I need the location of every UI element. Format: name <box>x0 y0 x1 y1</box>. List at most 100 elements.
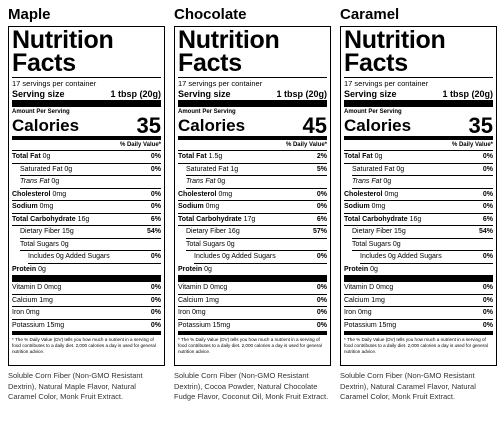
nutrient-name: Total Sugars <box>352 240 391 248</box>
nutrient-name: Potassium <box>344 321 377 329</box>
nutrient-name: Protein <box>344 265 369 273</box>
nutrient-row: Cholesterol 0mg 0% <box>178 189 327 201</box>
nutrient: Total Carbohydrate 16g <box>344 214 421 226</box>
nutrient-name: Cholesterol <box>178 190 217 198</box>
nutrition-label: Nutrition Facts 17 servings per container… <box>174 26 331 366</box>
nutrient-row: Total Carbohydrate 16g 6% <box>12 214 161 226</box>
daily-value: 6% <box>482 215 493 223</box>
nutrient-name: Saturated Fat <box>186 165 229 173</box>
nutrient-amount: 0mg <box>384 190 399 198</box>
nutrient-name: Potassium <box>178 321 211 329</box>
nutrient-row: Protein 0g <box>178 264 327 282</box>
nutrient: Calcium 1mg <box>178 295 219 307</box>
nutrient-name: Trans Fat <box>186 178 216 185</box>
nutrient-row: Total Sugars 0g <box>186 239 327 251</box>
nutrient-row: Calcium 1mg 0% <box>178 295 327 307</box>
nutrient-amount: 16g <box>228 228 240 235</box>
nutrient-amount: 0g <box>60 240 69 248</box>
nutrient-row: Trans Fat 0g <box>186 176 327 189</box>
daily-value: 0% <box>316 296 327 304</box>
nutrient-row: Total Carbohydrate 16g 6% <box>344 214 493 226</box>
nutrient-name: Dietary Fiber <box>352 228 393 235</box>
flavor-name: Caramel <box>340 6 400 23</box>
nutrient-row: Sodium 0mg 0% <box>12 201 161 214</box>
nutrient-name: Cholesterol <box>344 190 383 198</box>
servings: 17 servings per container <box>178 79 263 88</box>
nutrient: Protein 0g <box>178 264 212 276</box>
nutrient: Vitamin D 0mcg <box>178 282 227 294</box>
nutrient-row: Iron 0mg 0% <box>12 307 161 320</box>
nutrient: Sodium 0mg <box>344 201 385 213</box>
serving-size-label: Serving size <box>178 89 231 99</box>
nutrient-amount: 0g <box>204 265 212 273</box>
nutrient-row: Vitamin D 0mcg 0% <box>344 282 493 295</box>
nutrient-amount: 15mg <box>212 321 231 329</box>
nutrient-amount: 0mg <box>205 203 220 210</box>
serving-size-label: Serving size <box>344 89 397 99</box>
nutrient: Total Sugars 0g <box>20 239 69 251</box>
calories: Calories 35 <box>344 113 493 140</box>
nutrient: Cholesterol 0mg <box>12 189 66 201</box>
nutrient-amount: 0mg <box>26 309 40 316</box>
nutrient-amount: 0mcg <box>210 284 228 291</box>
nutrient-name: Calcium <box>12 296 38 304</box>
calories-value: 35 <box>468 113 493 138</box>
serving-size-value: 1 tbsp (20g) <box>110 89 161 99</box>
label-title: Nutrition Facts <box>178 28 327 78</box>
nutrient-name: Trans Fat <box>20 178 50 185</box>
nutrient-amount: 15mg <box>378 321 397 329</box>
nutrient-row: Potassium 15mg 0% <box>344 320 493 335</box>
nutrient-row: Dietary Fiber 15g 54% <box>20 226 161 239</box>
daily-value: 0% <box>150 284 161 291</box>
daily-value: 57% <box>312 228 327 235</box>
nutrient-name: Trans Fat <box>352 178 382 185</box>
nutrient-name: Dietary Fiber <box>186 228 227 235</box>
nutrient-row: Total Sugars 0g <box>20 239 161 251</box>
nutrient-row: Total Sugars 0g <box>352 239 493 251</box>
nutrient-name: Total Fat <box>178 153 207 160</box>
serving-size-label: Serving size <box>12 89 65 99</box>
nutrient: Trans Fat 0g <box>186 176 225 188</box>
nutrient-amount: 0g <box>51 178 60 185</box>
label-column: Chocolate Nutrition Facts 17 servings per … <box>174 4 331 403</box>
nutrient: Calcium 1mg <box>12 295 53 307</box>
nutrient: Saturated Fat 0g <box>352 164 404 176</box>
nutrient-amount: 15g <box>62 228 74 235</box>
daily-value: 0% <box>150 321 161 329</box>
nutrient-amount: 1g <box>230 165 239 173</box>
calories-label: Calories <box>178 116 246 135</box>
nutrient-name: Includes 0g Added Sugars <box>28 253 110 260</box>
daily-value: 2% <box>316 153 327 160</box>
nutrient: Dietary Fiber 16g <box>186 226 240 238</box>
nutrient: Vitamin D 0mcg <box>12 282 61 294</box>
serving-size-value: 1 tbsp (20g) <box>276 89 327 99</box>
nutrient: Sodium 0mg <box>12 201 53 213</box>
nutrient-amount: 16g <box>77 215 90 223</box>
nutrient: Iron 0mg <box>12 307 40 319</box>
daily-value: 0% <box>150 203 161 210</box>
daily-value: 0% <box>482 165 493 173</box>
daily-value-header: % Daily Value* <box>344 140 493 151</box>
nutrition-label: Nutrition Facts 17 servings per container… <box>8 26 165 366</box>
nutrition-label: Nutrition Facts 17 servings per container… <box>340 26 497 366</box>
nutrient-name: Includes 0g Added Sugars <box>360 253 442 260</box>
nutrient-name: Sodium <box>12 203 38 210</box>
nutrient-row: Protein 0g <box>344 264 493 282</box>
nutrient-name: Total Carbohydrate <box>12 215 76 223</box>
daily-value: 0% <box>316 321 327 329</box>
nutrient-name: Total Sugars <box>20 240 59 248</box>
nutrient-amount: 0mg <box>192 309 206 316</box>
nutrient: Vitamin D 0mcg <box>344 282 393 294</box>
nutrient-amount: 0mcg <box>44 284 62 291</box>
nutrient-amount: 0g <box>374 153 383 160</box>
nutrient: Iron 0mg <box>344 307 372 319</box>
serving-size-value: 1 tbsp (20g) <box>442 89 493 99</box>
daily-value: 0% <box>316 284 327 291</box>
nutrient-row: Sodium 0mg 0% <box>178 201 327 214</box>
amount-per-serving: Amount Per Serving <box>178 109 236 115</box>
nutrient-name: Vitamin D <box>344 284 375 291</box>
nutrient: Saturated Fat 0g <box>20 164 72 176</box>
footnote: * The % Daily Value (DV) tells you how m… <box>178 337 322 354</box>
nutrient-amount: 0g <box>383 178 392 185</box>
